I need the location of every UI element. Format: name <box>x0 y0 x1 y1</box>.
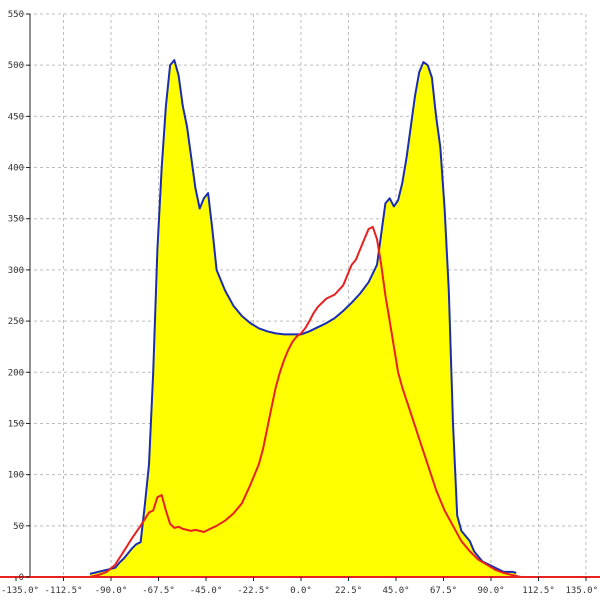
x-tick-label-12: 135.0° <box>565 586 598 596</box>
x-tick-label-8: 45.0° <box>382 586 409 596</box>
y-tick-label-6: 300 <box>8 266 24 276</box>
y-tick-label-4: 200 <box>8 368 24 378</box>
y-tick-label-0: 0 <box>19 573 24 583</box>
y-tick-label-2: 100 <box>8 471 24 481</box>
axes <box>0 14 600 578</box>
x-tick-label-10: 90.0° <box>477 586 504 596</box>
x-tick-label-6: 0.0° <box>290 586 312 596</box>
series-layer <box>89 59 521 578</box>
x-tick-label-9: 67.5° <box>430 586 457 596</box>
x-tick-label-11: 112.5° <box>522 586 555 596</box>
y-tick-label-11: 550 <box>8 10 24 20</box>
series-0-line <box>89 59 517 575</box>
tick-labels: 0 50 100 150 200 250 300 350 400 450 500 550 -135.0°… <box>1 10 598 596</box>
series-0-area <box>89 60 517 578</box>
y-tick-label-10: 500 <box>8 61 24 71</box>
x-tick-label-2: -90.0° <box>95 586 128 596</box>
x-tick-label-7: 22.5° <box>335 586 362 596</box>
y-tick-label-3: 150 <box>8 419 24 429</box>
x-tick-label-5: -22.5° <box>237 586 270 596</box>
x-tick-label-1: -112.5° <box>45 586 83 596</box>
y-tick-label-5: 250 <box>8 317 24 327</box>
series-1-line <box>89 225 521 578</box>
y-tick-label-1: 50 <box>13 522 24 532</box>
x-tick-label-0: -135.0° <box>1 586 39 596</box>
y-tick-label-9: 450 <box>8 112 24 122</box>
x-tick-label-3: -67.5° <box>142 586 175 596</box>
x-tick-label-4: -45.0° <box>190 586 223 596</box>
y-tick-label-7: 350 <box>8 215 24 225</box>
y-tick-label-8: 400 <box>8 164 24 174</box>
